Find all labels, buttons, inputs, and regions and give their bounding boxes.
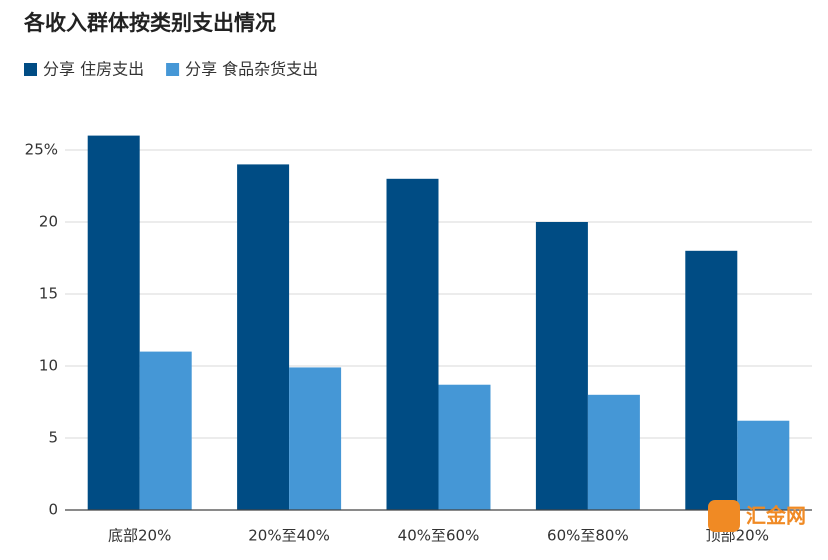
bar — [87, 135, 140, 510]
x-tick-label: 60%至80% — [547, 527, 629, 545]
y-tick-label: 5 — [48, 429, 58, 447]
legend-label: 分享 住房支出 — [43, 60, 144, 79]
bar — [685, 250, 738, 511]
y-tick-label: 15 — [39, 285, 58, 303]
watermark: 汇金网 — [708, 500, 806, 532]
y-tick-label: 10 — [39, 357, 58, 375]
bar — [386, 178, 439, 511]
y-tick-label: 0 — [48, 501, 58, 519]
bar — [139, 351, 192, 510]
y-tick-label: 25% — [25, 141, 58, 159]
bar — [237, 164, 290, 510]
x-tick-label: 底部20% — [108, 527, 171, 545]
x-tick-label: 40%至60% — [398, 527, 480, 545]
legend-swatch — [24, 63, 37, 76]
x-tick-label: 20%至40% — [248, 527, 330, 545]
y-tick-label: 20 — [39, 213, 58, 231]
bar — [587, 394, 640, 510]
bar — [535, 222, 588, 510]
bar — [289, 367, 342, 510]
legend-swatch — [166, 63, 180, 76]
legend-label: 分享 食品杂货支出 — [185, 60, 318, 79]
chart-title: 各收入群体按类别支出情况 — [23, 11, 276, 35]
watermark-text: 汇金网 — [746, 504, 806, 528]
bar — [737, 420, 790, 510]
bar — [438, 384, 491, 510]
watermark-icon — [708, 500, 740, 532]
